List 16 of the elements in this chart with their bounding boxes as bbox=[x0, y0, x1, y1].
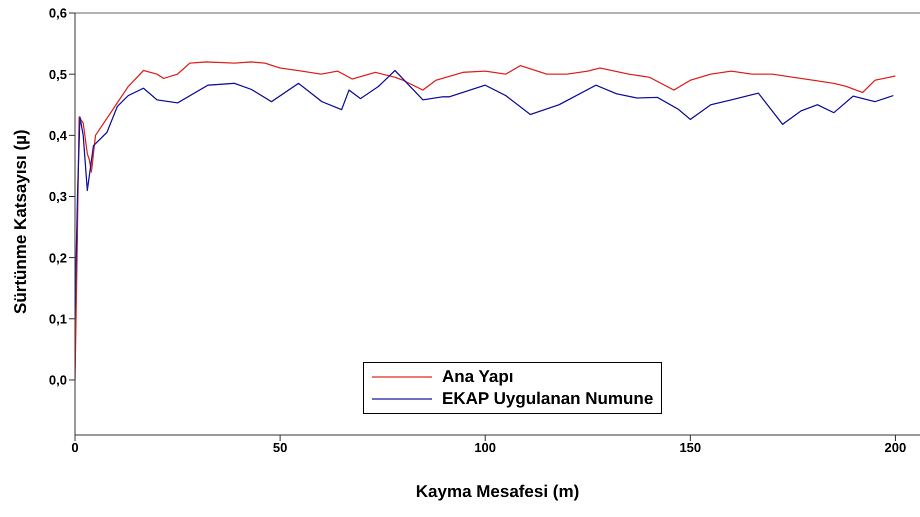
y-tick-label: 0,4 bbox=[48, 128, 68, 143]
x-tick-label: 100 bbox=[474, 440, 496, 456]
y-tick-label: 0,2 bbox=[48, 250, 67, 266]
y-axis-title: Sürtünme Katsayısı (µ) bbox=[11, 129, 30, 314]
x-tick-label: 50 bbox=[272, 440, 288, 456]
y-tick-label: 0,0 bbox=[48, 372, 67, 388]
y-tick-label: 0,1 bbox=[48, 311, 67, 326]
x-tick-label: 0 bbox=[71, 440, 79, 456]
x-tick-label: 150 bbox=[679, 440, 702, 456]
y-tick-label: 0,5 bbox=[48, 66, 67, 82]
x-axis-title: Kayma Mesafesi (m) bbox=[416, 482, 580, 501]
legend-label: EKAP Uygulanan Numune bbox=[442, 389, 654, 409]
x-tick-label: 200 bbox=[884, 440, 906, 456]
y-tick-label: 0,3 bbox=[48, 189, 67, 204]
y-tick-label: 0,6 bbox=[48, 6, 67, 21]
legend-label: Ana Yapı bbox=[442, 367, 514, 387]
